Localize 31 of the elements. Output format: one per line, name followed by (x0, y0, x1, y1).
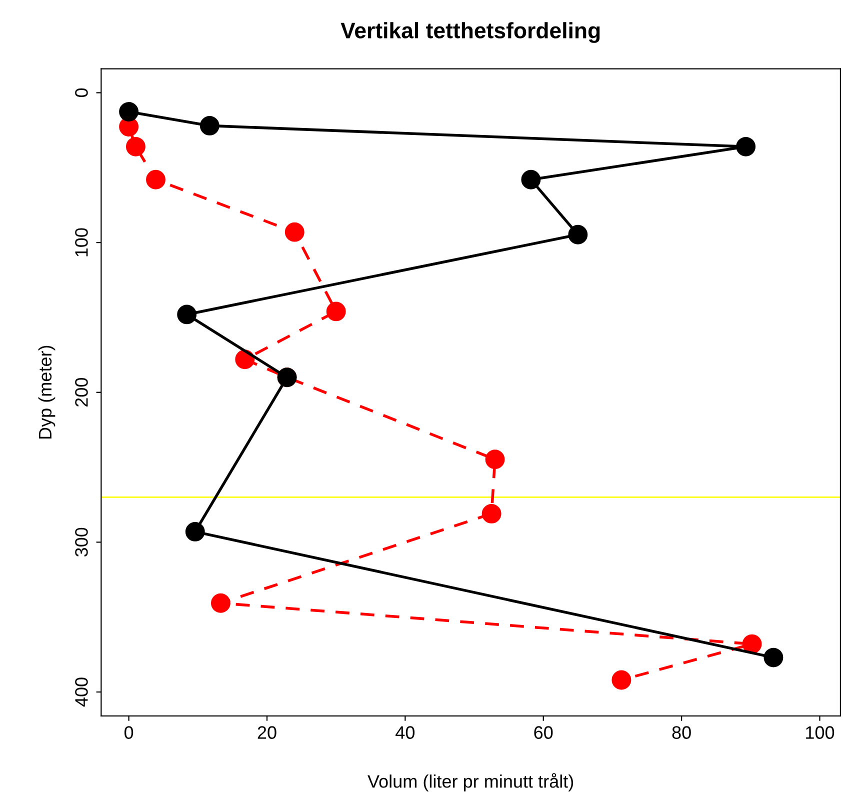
y-tick-label: 100 (75, 228, 88, 256)
y-tick-label: 200 (75, 378, 88, 407)
point (284, 222, 304, 242)
point (146, 170, 166, 190)
point (612, 670, 632, 690)
point (177, 304, 197, 324)
x-tick-label: 20 (258, 726, 276, 739)
point (326, 302, 346, 322)
x-tick-label: 80 (672, 726, 691, 739)
point (119, 102, 139, 122)
point (185, 522, 205, 542)
chart-title: Vertikal tetthetsfordeling (340, 22, 600, 43)
point (736, 136, 756, 156)
x-tick-label: 40 (396, 726, 415, 739)
point (485, 450, 505, 470)
point (764, 648, 784, 668)
point (126, 136, 146, 156)
point (568, 224, 588, 244)
y-tick-label: 300 (75, 528, 88, 557)
x-tick-label: 60 (534, 726, 553, 739)
y-tick-label: 400 (75, 678, 88, 707)
point (210, 593, 230, 613)
y-axis-title: Dyp (meter) (38, 346, 56, 439)
y-tick-label: 0 (75, 88, 88, 98)
point (200, 116, 220, 136)
point (742, 634, 762, 654)
x-tick-label: 100 (806, 726, 834, 739)
point (482, 504, 502, 524)
x-tick-label: 0 (124, 726, 134, 739)
x-axis-title: Volum (liter pr minutt trålt) (368, 773, 574, 792)
point (521, 170, 541, 190)
